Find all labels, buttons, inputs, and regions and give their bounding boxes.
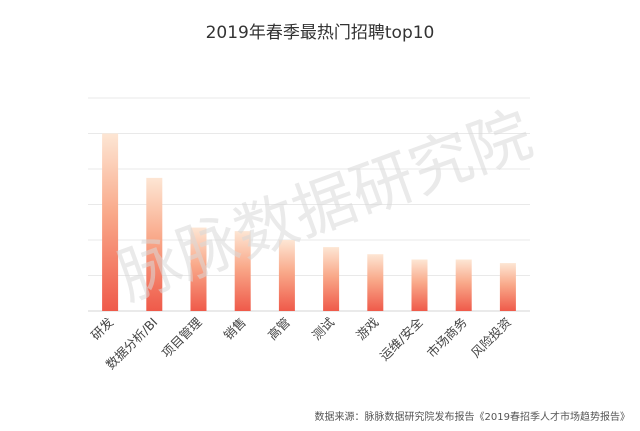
bar-2 bbox=[190, 227, 207, 311]
category-label-4: 高管 bbox=[265, 315, 293, 343]
chart-title: 2019年春季最热门招聘top10 bbox=[206, 23, 435, 43]
source-note: 数据来源：脉脉数据研究院发布报告《2019春招季人才市场趋势报告》 bbox=[315, 410, 630, 423]
bars bbox=[102, 133, 516, 311]
category-label-3: 销售 bbox=[221, 315, 249, 343]
category-label-9: 风险投资 bbox=[468, 315, 514, 361]
bar-4 bbox=[278, 240, 295, 311]
bar-3 bbox=[234, 231, 251, 311]
bar-8 bbox=[455, 259, 472, 311]
category-label-7: 运维/安全 bbox=[377, 314, 426, 363]
bar-9 bbox=[499, 263, 516, 311]
bar-7 bbox=[411, 259, 428, 311]
bar-1 bbox=[146, 177, 163, 311]
bar-6 bbox=[367, 254, 384, 311]
category-label-2: 项目管理 bbox=[159, 314, 205, 360]
category-label-0: 研发 bbox=[88, 314, 117, 343]
category-label-8: 市场商务 bbox=[424, 315, 470, 361]
category-label-6: 游戏 bbox=[353, 315, 381, 343]
bar-5 bbox=[323, 247, 340, 311]
bar-0 bbox=[102, 133, 119, 311]
category-label-5: 测试 bbox=[309, 314, 338, 343]
